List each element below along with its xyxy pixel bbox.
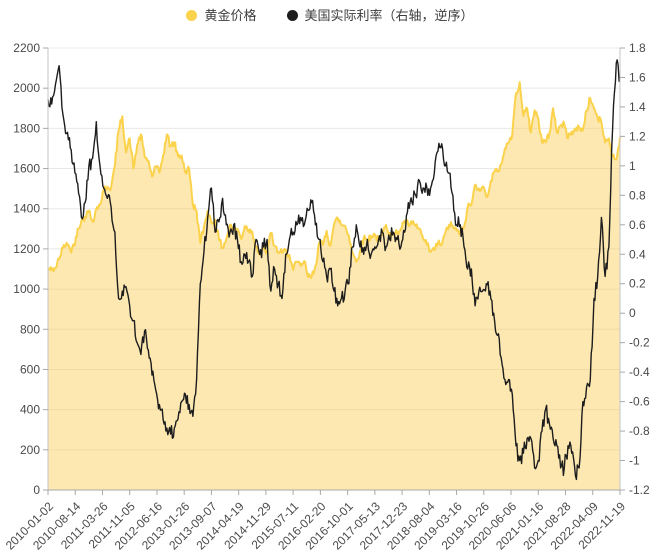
left-axis-tick-label: 200 (20, 443, 40, 457)
right-axis-tick-label: 1.6 (629, 70, 646, 84)
left-axis-tick-label: 400 (20, 403, 40, 417)
rate-series-swatch-icon (286, 10, 298, 21)
left-axis-tick-label: 1400 (13, 202, 40, 216)
right-axis-tick-label: 1.8 (629, 41, 646, 55)
us-real-rate-line[interactable] (47, 59, 621, 481)
right-axis-tick-label: -0.8 (629, 424, 650, 438)
left-axis-tick-label: 1800 (13, 121, 40, 135)
right-axis-tick-label: -1.2 (629, 483, 650, 497)
right-axis-tick-label: 0 (629, 306, 636, 320)
right-axis-tick-label: -0.2 (629, 336, 650, 350)
gold-series-swatch-icon (186, 10, 198, 21)
right-axis-tick-label: -0.6 (629, 395, 650, 409)
right-axis-tick-label: 0.2 (629, 277, 646, 291)
left-axis-tick-label: 1600 (13, 162, 40, 176)
legend-item-gold-price[interactable]: 黄金价格 (186, 8, 257, 23)
right-axis-tick-label: -0.4 (629, 365, 650, 379)
right-axis-tick-label: 0.4 (629, 247, 646, 261)
left-axis-tick-label: 2000 (13, 81, 40, 95)
right-axis-tick-label: 1.4 (629, 100, 646, 114)
chart-legend: 黄金价格 美国实际利率（右轴，逆序） (0, 9, 660, 22)
left-axis-tick-label: 0 (33, 483, 40, 497)
left-axis-tick-label: 1000 (13, 282, 40, 296)
right-axis-tick-label: -1 (629, 454, 640, 468)
left-axis-tick-label: 1200 (13, 242, 40, 256)
left-axis-tick-label: 800 (20, 322, 40, 336)
right-axis-tick-label: 1.2 (629, 129, 646, 143)
right-axis-tick-label: 0.6 (629, 218, 646, 232)
gold-price-area[interactable] (48, 82, 620, 490)
right-axis-tick-label: 0.8 (629, 188, 646, 202)
gold-price-line[interactable] (47, 81, 621, 279)
legend-item-us-real-rate[interactable]: 美国实际利率（右轴，逆序） (286, 8, 474, 23)
left-axis-tick-label: 600 (20, 362, 40, 376)
left-axis-tick-label: 2200 (13, 41, 40, 55)
legend-label-us-real-rate: 美国实际利率（右轴，逆序） (304, 8, 474, 23)
right-axis-tick-label: 1 (629, 159, 636, 173)
legend-label-gold-price: 黄金价格 (204, 8, 257, 23)
